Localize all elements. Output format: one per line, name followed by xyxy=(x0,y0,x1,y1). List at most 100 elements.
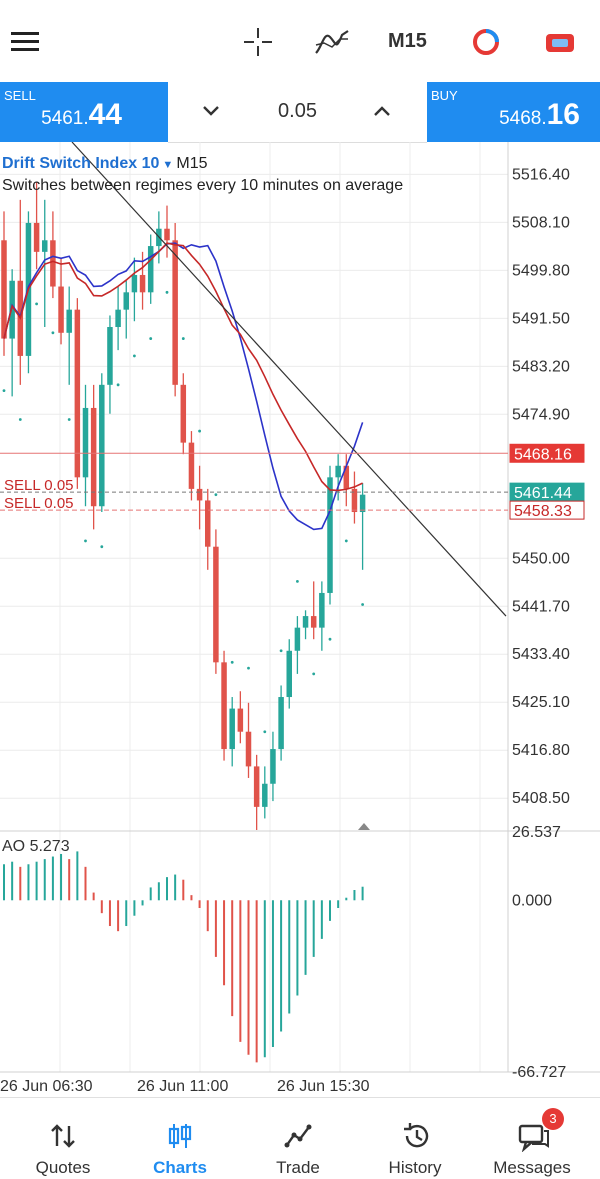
price-tag-label: 5468.16 xyxy=(514,446,572,463)
sar-dot xyxy=(165,290,169,294)
candle-body xyxy=(343,465,350,489)
candle-body xyxy=(42,240,48,252)
order-label: SELL 0.05 xyxy=(4,495,74,512)
sell-price: 5461.44 xyxy=(41,98,122,131)
sar-dot xyxy=(2,389,6,393)
one-click-trade-panel: SELL 5461.44 0.05 BUY 5468.16 xyxy=(0,82,600,143)
candle-body xyxy=(213,546,219,663)
candle-body xyxy=(74,309,81,478)
order-label: SELL 0.05 xyxy=(4,477,74,494)
sar-dot xyxy=(35,302,38,306)
sar-dot xyxy=(181,337,185,340)
candle-body xyxy=(245,731,252,767)
candle-body xyxy=(99,384,105,507)
candle-body xyxy=(294,627,301,651)
price-tag-box xyxy=(509,500,585,520)
price-tick-label: 5441.70 xyxy=(512,598,570,615)
candle-body xyxy=(359,494,366,513)
candle-body xyxy=(107,327,113,385)
candle-body xyxy=(66,309,72,333)
sar-dot xyxy=(263,730,267,734)
candle-body xyxy=(270,749,276,784)
red-moving-average xyxy=(3,242,363,492)
sar-dot xyxy=(279,649,283,653)
lot-value[interactable]: 0.05 xyxy=(278,100,317,122)
crosshair-icon[interactable] xyxy=(240,22,276,62)
price-tick-label: 5433.40 xyxy=(512,646,570,663)
indicators-icon[interactable] xyxy=(312,22,352,62)
oscillator-tick-label: 0.000 xyxy=(512,892,552,909)
sar-dot xyxy=(18,418,22,421)
price-tag-label: 5461.44 xyxy=(514,485,572,502)
price-chart[interactable]: 5516.40 5508.10 5499.80 5491.50 5483.20 5474.… xyxy=(0,141,600,1097)
candle-body xyxy=(196,488,203,501)
time-axis-label: 26 Jun 06:30 xyxy=(0,1078,93,1095)
candle-body xyxy=(131,274,138,293)
nav-trade[interactable]: Trade xyxy=(243,1098,353,1179)
candle-body xyxy=(33,222,40,252)
sell-label: SELL xyxy=(4,88,36,103)
oscillator-tick-label: -66.727 xyxy=(512,1064,566,1081)
messages-badge: 3 xyxy=(542,1108,564,1130)
candle-body xyxy=(123,292,129,310)
history-icon xyxy=(404,1123,429,1148)
candle-body xyxy=(172,240,178,385)
chart-timeframe: M15 xyxy=(176,155,208,172)
buy-button[interactable]: BUY 5468.16 xyxy=(427,82,600,142)
buy-price: 5468.16 xyxy=(499,98,580,131)
chart-shift-marker xyxy=(358,823,370,830)
nav-history[interactable]: History xyxy=(360,1098,470,1179)
symbol-dropdown-icon[interactable]: ▼ xyxy=(159,159,177,171)
price-tick-label: 5416.80 xyxy=(512,742,570,759)
candle-body xyxy=(9,280,15,339)
candle-body xyxy=(229,708,235,750)
candle-body xyxy=(90,407,97,507)
sar-dot xyxy=(361,603,364,606)
price-tick-label: 5516.40 xyxy=(512,166,570,183)
nav-charts[interactable]: Charts xyxy=(125,1098,235,1179)
candle-body xyxy=(278,697,284,750)
chart-area[interactable]: 5516.40 5508.10 5499.80 5491.50 5483.20 5474.… xyxy=(0,141,600,1097)
symbol-name[interactable]: Drift Switch Index 10 xyxy=(2,155,160,172)
sar-dot xyxy=(312,672,316,676)
trend-line xyxy=(71,141,507,617)
candle-body xyxy=(262,783,268,807)
nav-messages[interactable]: 3 Messages xyxy=(477,1098,587,1179)
price-tick-label: 5483.20 xyxy=(512,358,570,375)
sar-dot xyxy=(67,418,71,421)
sell-button[interactable]: SELL 5461.44 xyxy=(0,82,168,142)
candle-body xyxy=(139,274,146,293)
chevron-down-icon[interactable] xyxy=(202,104,220,118)
sar-dot xyxy=(84,539,87,543)
price-tag-box xyxy=(509,443,585,463)
hamburger-icon[interactable] xyxy=(8,22,42,62)
price-tick-label: 5491.50 xyxy=(512,310,570,327)
blue-moving-average xyxy=(3,242,364,531)
sar-dot xyxy=(116,383,120,387)
top-toolbar: M15 xyxy=(0,0,600,83)
chart-type-icon[interactable] xyxy=(542,22,578,62)
sar-dot xyxy=(247,666,250,670)
price-tick-label: 5408.50 xyxy=(512,790,570,807)
candle-body xyxy=(237,708,244,732)
candle-body xyxy=(310,616,317,628)
candle-body xyxy=(115,309,121,328)
sar-dot xyxy=(100,545,104,549)
time-axis-label: 26 Jun 11:00 xyxy=(137,1078,228,1095)
price-tick-label: 5425.10 xyxy=(512,694,570,711)
oscillator-label: AO 5.273 xyxy=(2,838,70,855)
bottom-navigation: Quotes Charts Trade History 3 Messages xyxy=(0,1097,600,1179)
nav-quotes[interactable]: Quotes xyxy=(8,1098,118,1179)
timeframe-button[interactable]: M15 xyxy=(388,30,427,52)
candle-body xyxy=(319,592,325,628)
price-tick-label: 5508.10 xyxy=(512,214,570,231)
buy-label: BUY xyxy=(431,88,458,103)
trade-circle-icon[interactable] xyxy=(468,22,504,62)
sar-dot xyxy=(344,539,348,543)
price-tag-label: 5458.33 xyxy=(514,503,572,520)
price-tick-label: 5499.80 xyxy=(512,262,570,279)
candle-body xyxy=(1,240,7,339)
chevron-up-icon[interactable] xyxy=(373,104,391,118)
candle-body xyxy=(253,766,260,807)
candle-body xyxy=(82,407,89,478)
